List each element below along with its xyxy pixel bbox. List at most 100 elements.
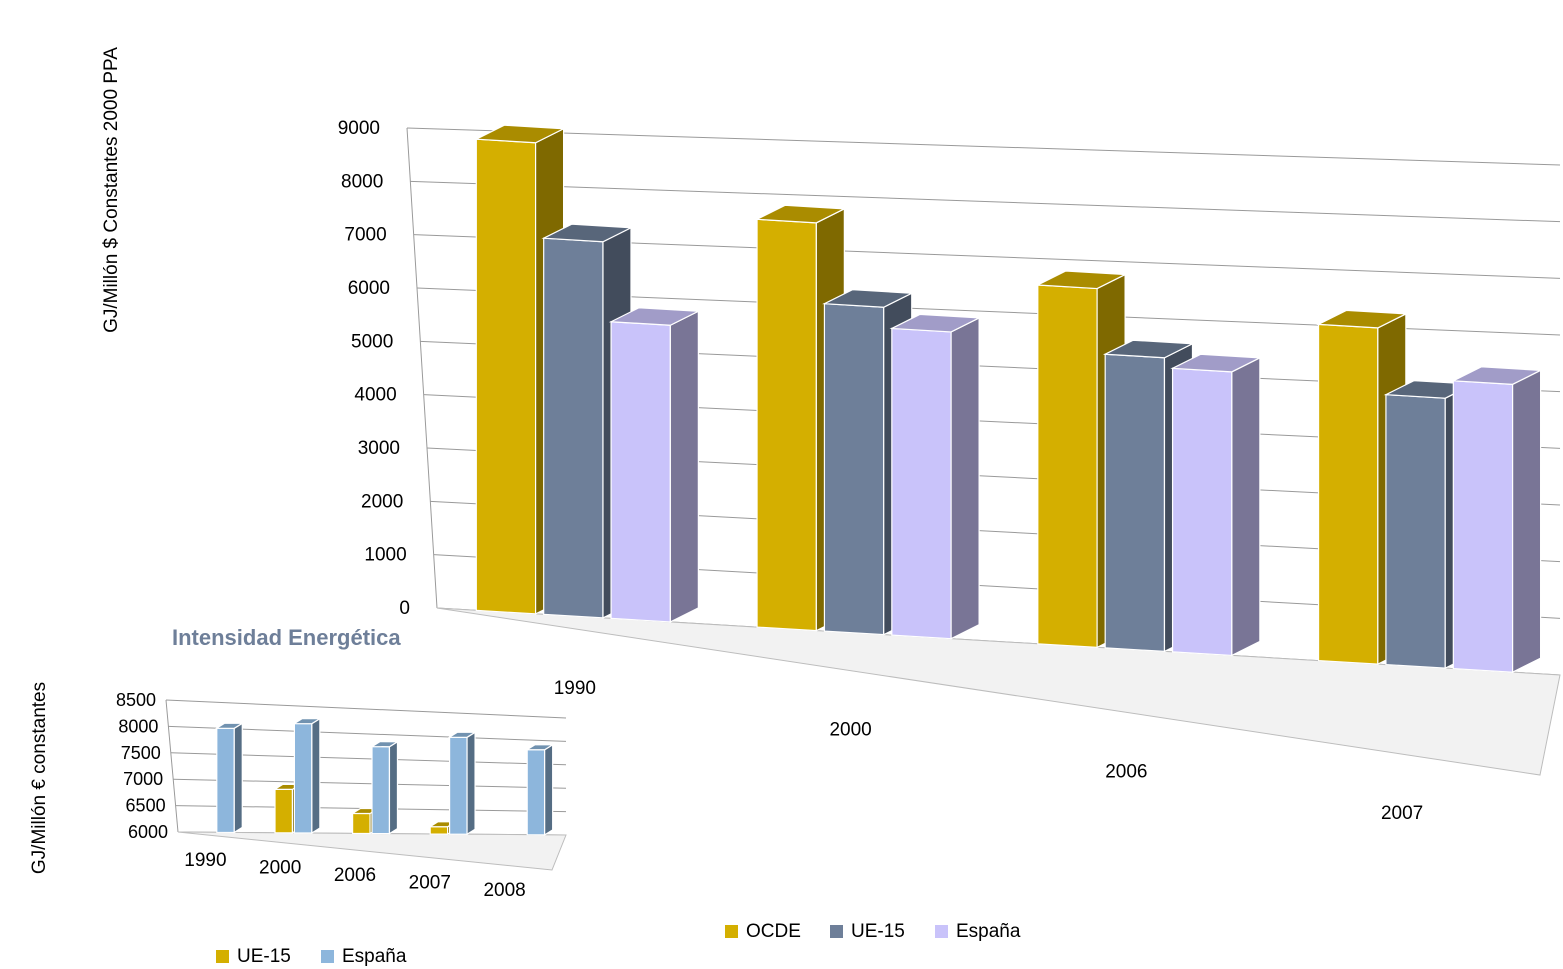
inset-legend: UE-15 España: [216, 946, 407, 967]
back-wall-edge: [406, 127, 438, 609]
x-tick-label: 1990: [554, 678, 596, 699]
legend-item: OCDE: [725, 921, 801, 942]
y-tick-label: 6500: [126, 796, 166, 816]
bar-front: [1452, 380, 1514, 673]
x-tick-label: 2008: [483, 880, 525, 901]
legend-label: OCDE: [746, 921, 801, 942]
bar-front: [610, 321, 671, 623]
bar-espaa-2006: [369, 740, 400, 835]
bar-espaa-1990: [214, 722, 245, 834]
bar-side: [466, 731, 476, 836]
main-chart: 0 1000 2000 3000 4000 5000 6000 7000 8000 9000 19…: [101, 47, 1561, 942]
floor: [436, 607, 1561, 776]
legend-swatch: [935, 925, 948, 938]
y-tick-label: 2000: [361, 491, 403, 512]
gridline: [410, 180, 1561, 223]
bar-espaa-1990: [608, 307, 701, 623]
legend-label: UE-15: [237, 946, 291, 967]
x-tick-label: 2006: [1105, 761, 1147, 782]
legend-item: España: [321, 946, 407, 967]
main-legend: OCDE UE-15 España: [725, 921, 1021, 942]
bar-espaa-2006: [1170, 353, 1263, 657]
bar-top: [754, 204, 847, 224]
x-tick-label: 2007: [1381, 803, 1423, 824]
bar-side: [311, 717, 321, 835]
bar-top: [1451, 366, 1543, 385]
x-tick-label: 2007: [409, 873, 451, 894]
bar-top: [447, 731, 478, 738]
main-x-tick-labels: 1990 2000 2006 2007: [554, 678, 1424, 824]
bar-front: [429, 826, 449, 835]
y-tick-label: 6000: [348, 278, 390, 299]
bar-front: [216, 727, 235, 834]
bar-side: [388, 740, 399, 835]
bar-front: [1104, 353, 1166, 653]
y-tick-label: 1000: [364, 545, 406, 566]
legend-swatch: [321, 950, 334, 963]
bar-espaa-2007: [447, 731, 478, 836]
inset-y-tick-labels: 6000 6500 7000 7500 8000 8500: [116, 690, 168, 842]
inset-chart-title: Intensidad Energética: [172, 625, 401, 650]
gridline: [165, 699, 567, 719]
y-tick-label: 5000: [351, 331, 393, 352]
x-tick-label: 2000: [259, 857, 301, 878]
bar-side: [950, 316, 980, 640]
y-tick-label: 8500: [116, 690, 156, 710]
y-tick-label: 0: [399, 598, 410, 619]
bar-top: [1035, 270, 1128, 290]
bar-espaa-2000: [889, 313, 982, 640]
gridline: [406, 127, 1561, 166]
bar-top: [1102, 339, 1195, 359]
bar-front: [543, 237, 604, 619]
x-tick-label: 2000: [829, 720, 871, 741]
y-tick-label: 8000: [341, 171, 383, 192]
bar-top: [889, 313, 982, 333]
bar-front: [293, 722, 313, 834]
y-tick-label: 7500: [121, 743, 161, 763]
bar-top: [474, 124, 566, 144]
bar-side: [1512, 369, 1542, 674]
bar-top: [369, 740, 400, 748]
x-tick-label: 2006: [334, 865, 376, 886]
bar-front: [756, 218, 817, 632]
bar-side: [1231, 356, 1261, 657]
bar-front: [352, 812, 371, 835]
inset-y-axis-label: GJ/Millón € constantes: [29, 682, 50, 874]
main-y-tick-labels: 0 1000 2000 3000 4000 5000 6000 7000 8000 9000: [338, 118, 410, 619]
bar-front: [1037, 284, 1098, 649]
legend-swatch: [725, 925, 738, 938]
bar-front: [371, 745, 391, 835]
y-tick-label: 9000: [338, 118, 380, 139]
main-bars: [474, 124, 1543, 674]
bar-top: [292, 717, 322, 725]
bar-front: [475, 138, 537, 615]
bar-espaa-2007: [1451, 366, 1543, 674]
x-tick-label: 1990: [184, 850, 226, 871]
bar-side: [669, 310, 699, 623]
bar-top: [822, 289, 915, 308]
bar-top: [1316, 309, 1409, 329]
bar-side: [233, 722, 243, 834]
bar-front: [1317, 323, 1379, 665]
bar-top: [525, 744, 555, 751]
legend-item: UE-15: [830, 921, 905, 942]
bar-front: [526, 749, 546, 836]
main-y-axis-label: GJ/Millón $ Constantes 2000 PPA: [101, 47, 122, 333]
legend-label: España: [956, 921, 1021, 942]
bar-top: [541, 223, 634, 243]
back-wall-edge: [165, 699, 179, 833]
bar-front: [823, 303, 885, 636]
bar-front: [449, 736, 468, 835]
y-tick-label: 8000: [118, 716, 158, 736]
inset-bars: [214, 717, 555, 836]
bar-side: [544, 743, 554, 836]
bar-ocde-2007: [1316, 309, 1409, 666]
legend-label: España: [342, 946, 407, 967]
bar-espaa-2000: [292, 717, 322, 835]
legend-item: España: [935, 921, 1021, 942]
bar-front: [1171, 367, 1233, 657]
bar-front: [1385, 394, 1446, 669]
legend-item: UE-15: [216, 946, 291, 967]
bar-top: [608, 307, 701, 326]
